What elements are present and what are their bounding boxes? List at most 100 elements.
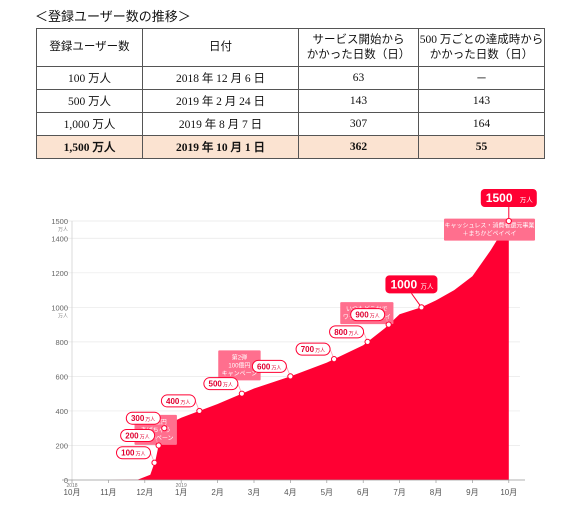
milestone-unit: 万人 bbox=[145, 417, 155, 423]
y-tick-label: 1500 bbox=[51, 217, 68, 226]
x-tick-label: 10月 bbox=[500, 488, 517, 497]
header-days-per-5m: 500 万ごとの達成時から かかった日数（日） bbox=[418, 28, 545, 67]
y-tick-label: 800 bbox=[55, 338, 68, 347]
y-tick-label: 200 bbox=[55, 441, 68, 450]
cell-days-per-5m: 55 bbox=[418, 135, 545, 159]
x-year-label: 2019 bbox=[176, 483, 187, 489]
cell-date: 2019 年 8 月 7 日 bbox=[142, 112, 299, 136]
milestone-unit: 万人 bbox=[136, 452, 146, 458]
milestone-unit: 万人 bbox=[223, 383, 233, 389]
annotation-text: キャンペーン bbox=[222, 370, 258, 377]
milestone-value: 600 bbox=[257, 362, 271, 371]
milestone-unit: 万人 bbox=[420, 282, 434, 290]
milestone-value: 1500 bbox=[486, 191, 513, 205]
milestone-value: 900 bbox=[355, 311, 369, 320]
milestone-badge bbox=[480, 189, 537, 207]
milestone-unit: 万人 bbox=[520, 196, 534, 204]
x-tick-label: 11月 bbox=[100, 488, 116, 497]
milestone-value: 800 bbox=[334, 328, 348, 337]
milestone-point bbox=[196, 407, 203, 415]
header-users: 登録ユーザー数 bbox=[36, 28, 143, 67]
x-tick-label: 12月 bbox=[136, 488, 153, 497]
annotation-text: ＋まちかどペイペイ bbox=[462, 230, 516, 238]
annotation-box bbox=[444, 218, 535, 241]
cell-days-from-start: 307 bbox=[298, 112, 419, 136]
table-row-highlighted: 1,500 万人 2019 年 10 月 1 日 362 55 bbox=[36, 135, 545, 159]
annotation-box bbox=[218, 350, 261, 381]
cell-date: 2019 年 2 月 24 日 bbox=[142, 89, 299, 113]
cell-days-from-start: 63 bbox=[298, 66, 419, 90]
user-count-table: 登録ユーザー数 日付 サービス開始から かかった日数（日） 500 万ごとの達成時… bbox=[36, 28, 545, 159]
table-row: 100 万人 2018 年 12 月 6 日 63 － bbox=[36, 66, 545, 90]
milestone-badge bbox=[203, 377, 239, 391]
table-caption: ＜登録ユーザー数の推移＞ bbox=[35, 9, 191, 24]
x-year-label: 2018 bbox=[66, 483, 77, 489]
cell-days-per-5m: 143 bbox=[418, 89, 545, 113]
header-days-from-start: サービス開始から かかった日数（日） bbox=[298, 28, 419, 67]
table-header-row: 登録ユーザー数 日付 サービス開始から かかった日数（日） 500 万ごとの達成時… bbox=[36, 28, 545, 67]
annotation-text: あげちゃう bbox=[141, 426, 171, 434]
x-tick-label: 6月 bbox=[357, 488, 369, 497]
milestone-unit: 万人 bbox=[349, 331, 359, 337]
x-tick-label: 1月 bbox=[175, 488, 187, 497]
cell-users: 1,000 万人 bbox=[36, 112, 143, 136]
milestone-value: 100 bbox=[121, 449, 135, 458]
milestone-unit: 万人 bbox=[180, 400, 190, 406]
cell-users: 1,500 万人 bbox=[36, 135, 143, 159]
milestone-unit: 万人 bbox=[370, 314, 380, 320]
x-tick-label: 2月 bbox=[211, 488, 223, 497]
cell-users: 500 万人 bbox=[36, 89, 143, 113]
y-tick-label: 1400 bbox=[51, 234, 68, 243]
milestone-point bbox=[238, 390, 245, 397]
milestone-unit: 万人 bbox=[271, 365, 281, 371]
milestone-point bbox=[418, 304, 425, 311]
milestone-value: 400 bbox=[166, 397, 180, 406]
milestone-unit: 万人 bbox=[315, 348, 325, 354]
y-tick-label: 600 bbox=[55, 372, 68, 381]
chart-area-layer bbox=[68, 221, 509, 480]
cell-days-from-start: 143 bbox=[298, 89, 419, 113]
y-tick-label: 400 bbox=[55, 407, 68, 416]
cell-days-from-start: 362 bbox=[298, 135, 419, 159]
cell-date: 2019 年 10 月 1 日 bbox=[142, 135, 299, 159]
header-date: 日付 bbox=[142, 28, 299, 67]
annotation-text: キャッシュレス・消費者還元事業 bbox=[445, 222, 535, 230]
cell-date: 2018 年 12 月 6 日 bbox=[142, 66, 299, 90]
milestone-badge bbox=[329, 325, 365, 339]
x-tick-label: 10月 bbox=[64, 488, 81, 497]
milestone-badge bbox=[251, 359, 287, 373]
milestone-point bbox=[505, 217, 512, 225]
milestone-badge bbox=[160, 394, 196, 408]
milestone-badge bbox=[116, 446, 152, 460]
milestone-point bbox=[330, 356, 338, 363]
cell-days-per-5m: 164 bbox=[418, 112, 545, 136]
x-tick-label: 9月 bbox=[466, 488, 478, 497]
milestone-point bbox=[151, 459, 158, 466]
table-row: 500 万人 2019 年 2 月 24 日 143 143 bbox=[36, 89, 545, 113]
milestone-value: 1000 bbox=[390, 277, 417, 291]
milestone-point bbox=[155, 442, 162, 449]
cell-days-per-5m: － bbox=[418, 66, 545, 90]
milestone-badge bbox=[385, 275, 438, 294]
milestone-point bbox=[364, 338, 371, 345]
milestone-value: 300 bbox=[131, 414, 145, 423]
annotation-text: 100億円 bbox=[228, 361, 250, 369]
x-tick-label: 7月 bbox=[393, 488, 405, 497]
milestone-badge bbox=[295, 342, 331, 356]
x-tick-label: 8月 bbox=[430, 488, 442, 497]
annotation-text: 第2弾 bbox=[232, 353, 247, 361]
y-tick-label: 1000 bbox=[51, 303, 68, 312]
milestone-point bbox=[161, 425, 168, 432]
y-tick-label: 1200 bbox=[51, 269, 68, 278]
milestone-value: 200 bbox=[125, 431, 139, 440]
x-tick-label: 4月 bbox=[284, 488, 296, 497]
milestone-badge bbox=[120, 428, 156, 442]
y-tick-label: 0 bbox=[64, 476, 68, 485]
x-tick-label: 3月 bbox=[248, 488, 260, 497]
milestone-value: 700 bbox=[301, 345, 315, 354]
milestone-badge bbox=[125, 411, 161, 425]
